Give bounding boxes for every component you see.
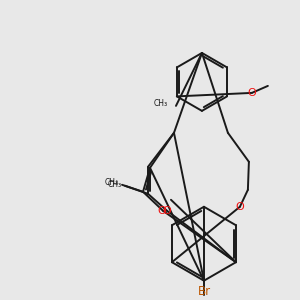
Text: Br: Br xyxy=(197,285,211,298)
Text: O: O xyxy=(163,206,171,216)
Text: O: O xyxy=(236,202,244,212)
Text: O: O xyxy=(248,88,256,98)
Text: CH₃: CH₃ xyxy=(105,178,119,187)
Text: CH₃: CH₃ xyxy=(154,99,168,108)
Text: O: O xyxy=(158,206,166,216)
Text: CH₃: CH₃ xyxy=(108,180,122,189)
